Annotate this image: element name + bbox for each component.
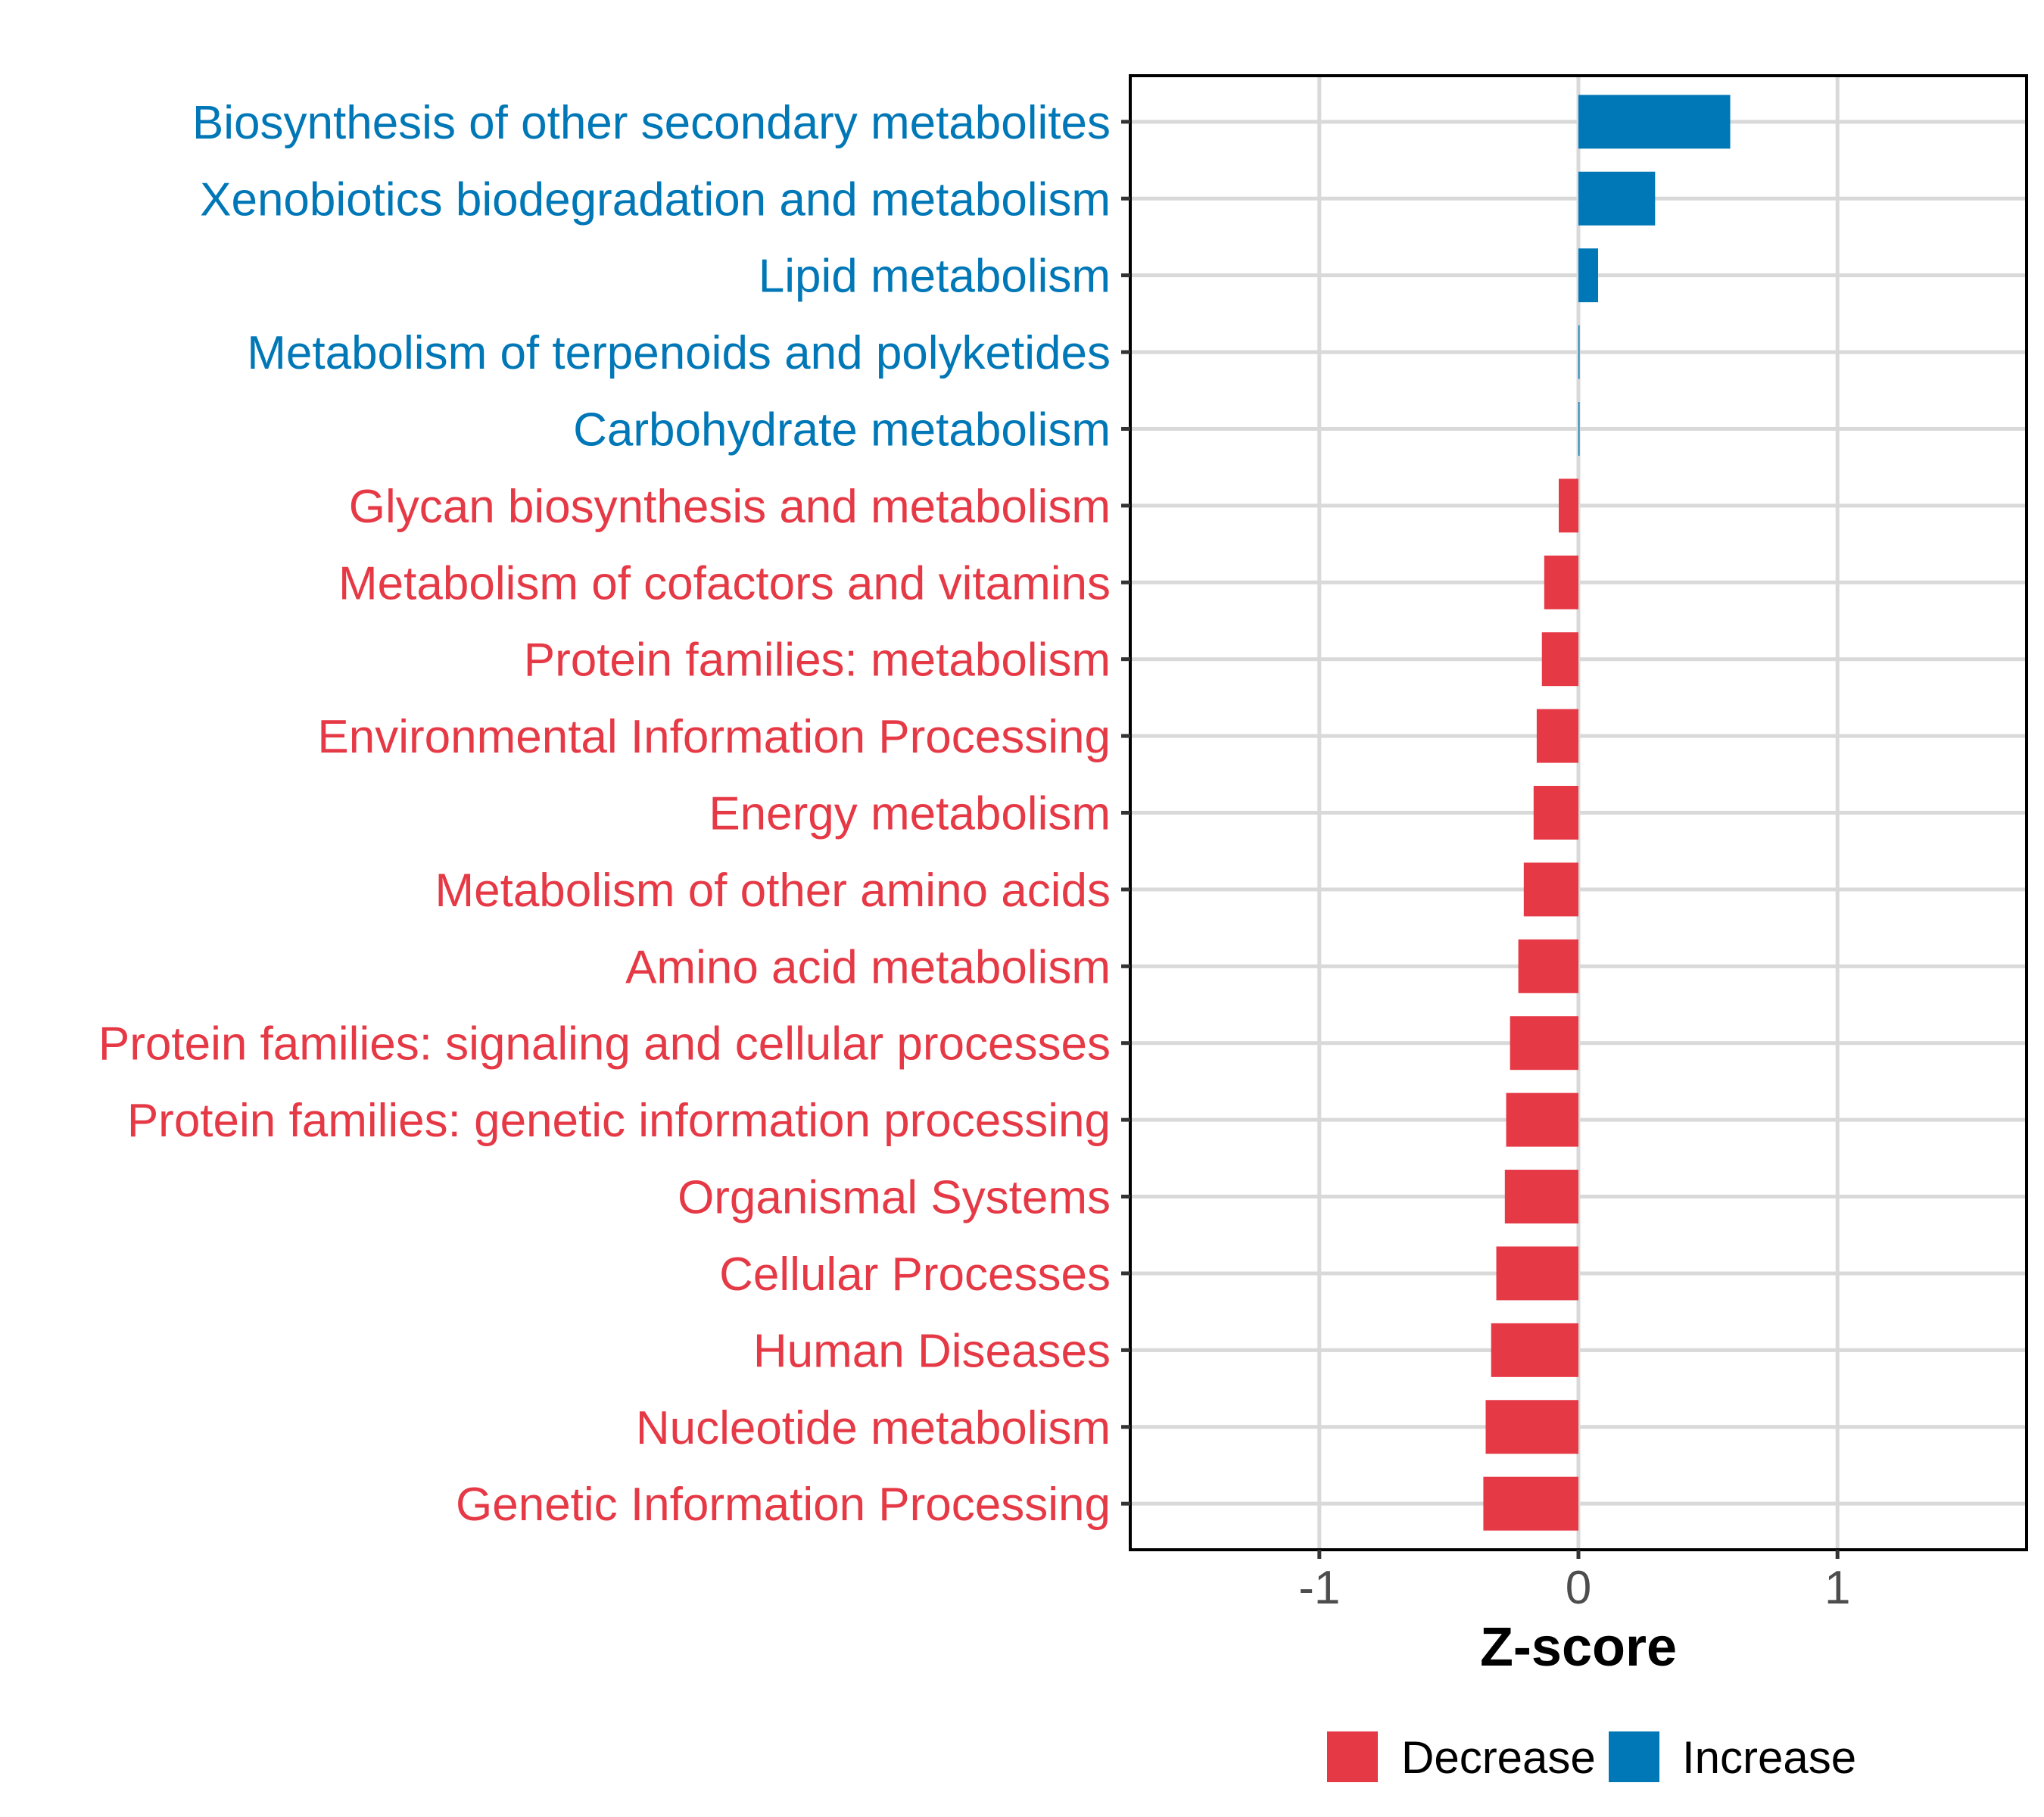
y-axis-labels: Biosynthesis of other secondary metaboli… [98, 97, 1111, 1531]
bar-biosynthesis-of-other-secondary-metabolites [1578, 95, 1731, 149]
y-label-xenobiotics-biodegradation-and-metabolism: Xenobiotics biodegradation and metabolis… [200, 173, 1111, 226]
y-label-glycan-biosynthesis-and-metabolism: Glycan biosynthesis and metabolism [349, 481, 1111, 533]
y-label-cellular-processes: Cellular Processes [719, 1248, 1111, 1301]
y-label-genetic-information-processing: Genetic Information Processing [456, 1479, 1111, 1531]
y-label-environmental-information-processing: Environmental Information Processing [317, 711, 1111, 763]
legend: Decrease Increase [1327, 1731, 1856, 1783]
legend-label-increase: Increase [1682, 1732, 1856, 1783]
bar-genetic-information-processing [1483, 1476, 1578, 1531]
bar-metabolism-of-cofactors-and-vitamins [1544, 555, 1578, 609]
legend-key-increase [1609, 1731, 1659, 1782]
legend-label-decrease: Decrease [1401, 1732, 1596, 1783]
bar-energy-metabolism [1533, 786, 1578, 840]
bar-protein-families-genetic-information-processing [1506, 1092, 1578, 1147]
y-label-lipid-metabolism: Lipid metabolism [759, 251, 1111, 303]
bar-amino-acid-metabolism [1518, 939, 1578, 993]
bars [1483, 95, 1731, 1531]
bar-glycan-biosynthesis-and-metabolism [1558, 478, 1578, 533]
y-label-biosynthesis-of-other-secondary-metabolites: Biosynthesis of other secondary metaboli… [192, 97, 1111, 149]
x-axis-ticks [1317, 1550, 1840, 1559]
bar-organismal-systems [1504, 1170, 1578, 1224]
bar-cellular-processes [1496, 1246, 1578, 1301]
bar-metabolism-of-terpenoids-and-polyketides [1578, 325, 1580, 379]
bar-metabolism-of-other-amino-acids [1523, 862, 1578, 917]
x-tick-label: 0 [1566, 1562, 1591, 1614]
x-tick-label: -1 [1298, 1562, 1340, 1614]
bar-nucleotide-metabolism [1485, 1400, 1578, 1454]
bar-xenobiotics-biodegradation-and-metabolism [1578, 171, 1656, 226]
y-label-protein-families-signaling-and-cellular-processes: Protein families: signaling and cellular… [98, 1018, 1111, 1071]
y-label-metabolism-of-cofactors-and-vitamins: Metabolism of cofactors and vitamins [338, 557, 1111, 609]
bar-protein-families-metabolism [1541, 632, 1578, 687]
bar-environmental-information-processing [1536, 709, 1578, 763]
bar-human-diseases [1491, 1323, 1578, 1377]
y-label-human-diseases: Human Diseases [753, 1325, 1111, 1377]
y-label-energy-metabolism: Energy metabolism [709, 788, 1111, 840]
y-label-metabolism-of-other-amino-acids: Metabolism of other amino acids [435, 865, 1111, 917]
y-label-carbohydrate-metabolism: Carbohydrate metabolism [573, 404, 1111, 456]
y-label-protein-families-genetic-information-processing: Protein families: genetic information pr… [127, 1095, 1111, 1147]
x-tick-label: 1 [1824, 1562, 1850, 1614]
legend-key-decrease [1327, 1731, 1378, 1782]
x-axis-title: Z-score [1480, 1617, 1677, 1678]
y-label-organismal-systems: Organismal Systems [678, 1172, 1111, 1224]
y-label-nucleotide-metabolism: Nucleotide metabolism [636, 1402, 1111, 1454]
y-axis-ticks [1121, 120, 1130, 1506]
x-axis-labels: -1 0 1 [1298, 1562, 1850, 1614]
y-label-amino-acid-metabolism: Amino acid metabolism [625, 941, 1111, 993]
y-label-protein-families-metabolism: Protein families: metabolism [524, 634, 1111, 687]
bar-lipid-metabolism [1578, 248, 1599, 303]
y-label-metabolism-of-terpenoids-and-polyketides: Metabolism of terpenoids and polyketides [247, 327, 1111, 379]
bar-protein-families-signaling-and-cellular-processes [1510, 1016, 1578, 1071]
bar-carbohydrate-metabolism [1578, 401, 1580, 456]
